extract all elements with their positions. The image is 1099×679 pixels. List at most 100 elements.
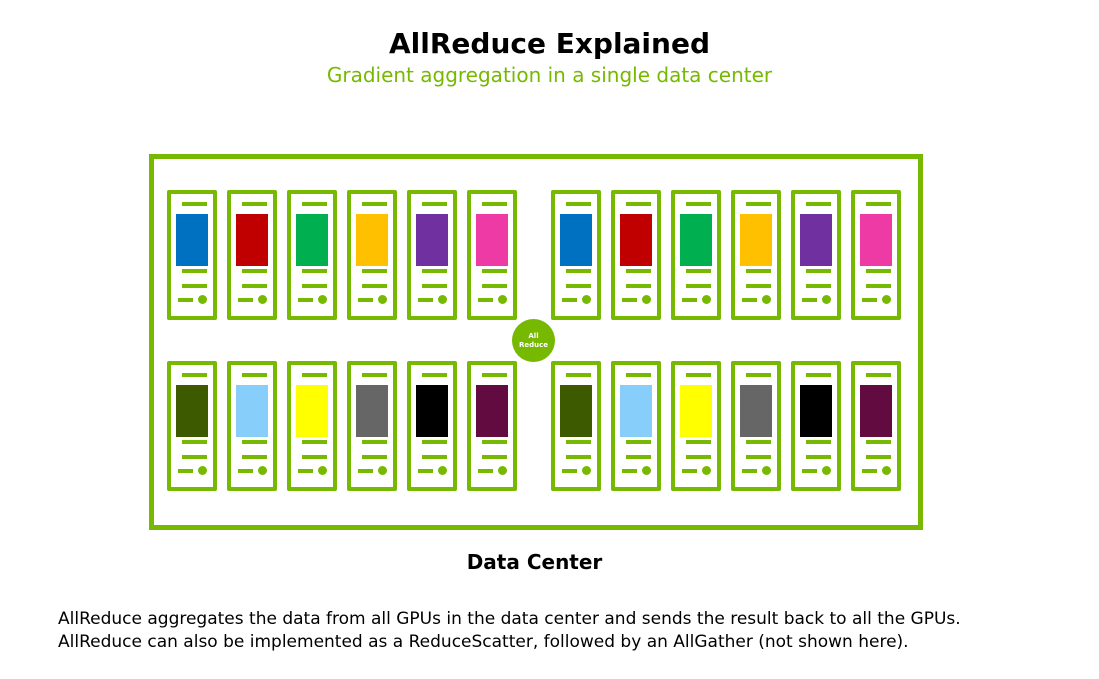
server-unit	[407, 361, 457, 491]
server-vent-bar	[686, 455, 711, 459]
server-status-dot	[642, 295, 651, 304]
gpu-chip	[296, 385, 328, 437]
server-top-bar	[746, 202, 771, 206]
server-top-bar	[242, 373, 267, 377]
server-status-dash	[298, 298, 313, 302]
server-status-dot	[702, 295, 711, 304]
server-unit	[287, 361, 337, 491]
server-vent-bar	[806, 269, 831, 273]
server-unit	[731, 361, 781, 491]
server-top-bar	[686, 373, 711, 377]
server-status-dash	[682, 298, 697, 302]
server-status-dot	[762, 466, 771, 475]
server-top-bar	[626, 202, 651, 206]
gpu-chip	[296, 214, 328, 266]
server-unit	[347, 361, 397, 491]
server-status-dash	[682, 469, 697, 473]
server-status-dash	[238, 298, 253, 302]
server-vent-bar	[242, 455, 267, 459]
server-top-bar	[302, 373, 327, 377]
server-status-dash	[802, 469, 817, 473]
server-status-dot	[258, 295, 267, 304]
server-vent-bar	[866, 269, 891, 273]
server-vent-bar	[566, 440, 591, 444]
server-status-dash	[418, 469, 433, 473]
server-status-dot	[702, 466, 711, 475]
server-vent-bar	[302, 440, 327, 444]
gpu-chip	[356, 214, 388, 266]
server-status-dot	[198, 295, 207, 304]
server-unit	[851, 190, 901, 320]
server-vent-bar	[302, 269, 327, 273]
server-unit	[227, 361, 277, 491]
server-status-dot	[882, 295, 891, 304]
gpu-chip	[176, 385, 208, 437]
gpu-chip	[680, 385, 712, 437]
server-vent-bar	[482, 455, 507, 459]
server-vent-bar	[302, 284, 327, 288]
server-status-dot	[318, 466, 327, 475]
server-top-bar	[626, 373, 651, 377]
server-vent-bar	[362, 269, 387, 273]
gpu-chip	[416, 214, 448, 266]
server-unit	[731, 190, 781, 320]
server-vent-bar	[866, 455, 891, 459]
server-top-bar	[566, 202, 591, 206]
server-vent-bar	[422, 455, 447, 459]
server-vent-bar	[362, 440, 387, 444]
server-vent-bar	[422, 440, 447, 444]
gpu-chip	[800, 214, 832, 266]
server-status-dot	[378, 295, 387, 304]
server-vent-bar	[626, 440, 651, 444]
server-status-dash	[562, 469, 577, 473]
server-status-dash	[622, 469, 637, 473]
server-status-dot	[498, 466, 507, 475]
server-vent-bar	[182, 440, 207, 444]
server-top-bar	[806, 373, 831, 377]
gpu-chip	[560, 385, 592, 437]
data-center-box	[149, 154, 923, 530]
server-vent-bar	[362, 284, 387, 288]
server-top-bar	[806, 202, 831, 206]
server-status-dash	[622, 298, 637, 302]
server-vent-bar	[566, 455, 591, 459]
server-status-dot	[258, 466, 267, 475]
server-vent-bar	[422, 284, 447, 288]
server-unit	[167, 190, 217, 320]
server-vent-bar	[566, 269, 591, 273]
server-vent-bar	[746, 269, 771, 273]
description-line-1: AllReduce aggregates the data from all G…	[58, 609, 961, 629]
server-status-dash	[862, 298, 877, 302]
server-vent-bar	[182, 455, 207, 459]
server-vent-bar	[806, 455, 831, 459]
server-vent-bar	[482, 284, 507, 288]
server-unit	[611, 190, 661, 320]
server-top-bar	[566, 373, 591, 377]
gpu-chip	[740, 214, 772, 266]
server-unit	[467, 190, 517, 320]
server-status-dot	[498, 295, 507, 304]
description-line-2: AllReduce can also be implemented as a R…	[58, 632, 909, 652]
server-vent-bar	[686, 284, 711, 288]
server-vent-bar	[626, 284, 651, 288]
server-status-dot	[318, 295, 327, 304]
server-top-bar	[242, 202, 267, 206]
server-status-dash	[742, 469, 757, 473]
server-vent-bar	[422, 269, 447, 273]
server-unit	[407, 190, 457, 320]
gpu-chip	[740, 385, 772, 437]
page-title: AllReduce Explained	[388, 27, 710, 60]
server-top-bar	[866, 202, 891, 206]
server-top-bar	[362, 373, 387, 377]
server-status-dash	[562, 298, 577, 302]
server-vent-bar	[746, 284, 771, 288]
server-top-bar	[866, 373, 891, 377]
gpu-chip	[236, 385, 268, 437]
hub-label-line1: All	[528, 331, 539, 340]
server-vent-bar	[242, 269, 267, 273]
server-status-dash	[238, 469, 253, 473]
server-top-bar	[686, 202, 711, 206]
server-vent-bar	[866, 440, 891, 444]
server-status-dash	[862, 469, 877, 473]
server-vent-bar	[482, 269, 507, 273]
